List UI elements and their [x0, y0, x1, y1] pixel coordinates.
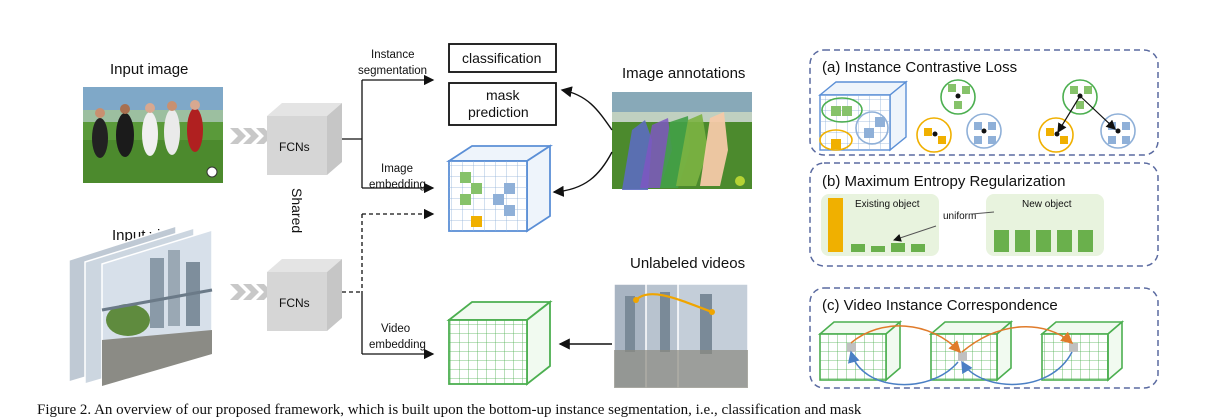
image-emb-label-1: Image [381, 163, 413, 175]
panel-b-title: (b) Maximum Entropy Regularization [822, 173, 1065, 190]
figure-caption: Figure 2. An overview of our proposed fr… [37, 402, 862, 418]
panel-c: (c) Video Instance Correspondence [809, 287, 1159, 389]
uniform-label: uniform [943, 211, 976, 222]
panel-c-title: (c) Video Instance Correspondence [822, 297, 1058, 314]
instance-seg-label-2: segmentation [358, 65, 427, 77]
mask-prediction-label-1: mask [486, 87, 520, 103]
video-embedding-cube [446, 300, 553, 386]
branch-lines-top [342, 74, 435, 194]
image-annotations-label: Image annotations [622, 65, 745, 82]
mask-prediction-label-2: prediction [468, 104, 529, 120]
input-image-label: Input image [110, 61, 188, 78]
annotation-to-mask-arrow [560, 86, 613, 131]
panel-a: (a) Instance Contrastive Loss [809, 49, 1159, 156]
branch-lines-bottom [342, 208, 435, 360]
unlabeled-videos-frames [613, 283, 749, 389]
panel-a-title: (a) Instance Contrastive Loss [822, 59, 1017, 76]
fcn-bottom-label: FCNs [279, 296, 310, 310]
fcn-bottom-block: FCNs [267, 259, 342, 331]
fcn-top-block: FCNs [267, 103, 342, 175]
chevrons-top [230, 128, 272, 144]
chevrons-bottom [230, 284, 272, 300]
new-object-label: New object [1022, 199, 1072, 210]
fcn-top-label: FCNs [279, 140, 310, 154]
input-video-frames [68, 224, 213, 387]
image-emb-label-2: embedding [369, 179, 426, 191]
video-emb-label-1: Video [381, 323, 410, 335]
video-emb-label-2: embedding [369, 339, 426, 351]
input-image-photo [83, 87, 223, 183]
unlabeled-videos-label: Unlabeled videos [630, 255, 745, 272]
classification-box [448, 43, 557, 73]
panel-b: (b) Maximum Entropy Regularization Exist… [809, 162, 1159, 267]
instance-seg-label-1: Instance [371, 49, 414, 61]
mask-prediction-box [448, 82, 557, 126]
image-embedding-cube [445, 144, 554, 233]
image-annotations-photo [612, 92, 752, 190]
existing-object-label: Existing object [855, 199, 920, 210]
annotation-to-embedding-arrow [552, 151, 613, 197]
shared-label: Shared [289, 188, 305, 233]
classification-label: classification [462, 50, 541, 66]
